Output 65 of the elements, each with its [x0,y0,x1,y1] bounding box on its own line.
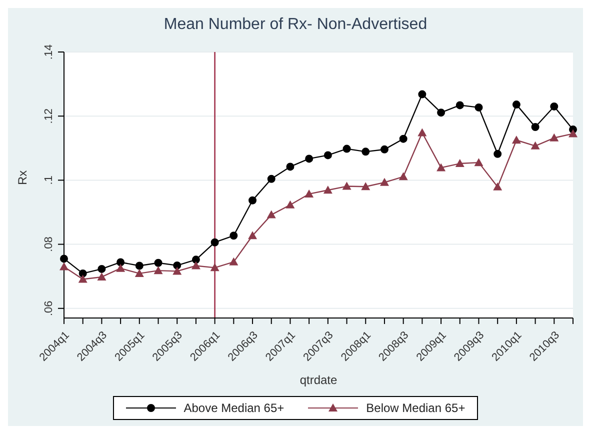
legend-label: Above Median 65+ [182,401,284,415]
point [135,262,144,270]
point [210,263,220,272]
point [192,256,200,264]
point [418,128,427,136]
point [342,144,351,153]
point [530,141,540,150]
point [362,148,370,156]
point [267,174,276,183]
point [97,272,106,280]
point [512,136,521,144]
point [398,172,408,180]
point [286,162,294,171]
point [380,178,389,186]
point [191,261,200,270]
point [399,134,408,143]
point [210,238,219,246]
point [418,90,426,98]
point [512,100,520,109]
y-tick-label: .1 [43,176,55,185]
point [305,154,314,163]
x-axis-title: qtrdate [300,373,338,387]
point [342,182,352,190]
point [323,186,332,194]
point [248,196,257,204]
point [134,268,144,277]
y-tick-label: .06 [43,300,55,316]
point [98,264,106,273]
point [173,261,182,270]
point [60,262,68,270]
point [474,103,483,112]
point [568,129,578,138]
point [60,254,68,263]
point [78,269,87,278]
point [230,232,238,240]
point [437,108,446,117]
point [116,264,126,272]
y-tick-label: .14 [43,44,55,60]
point [154,266,163,274]
point [455,159,464,168]
point [493,182,502,190]
point [266,210,276,218]
point [229,257,238,266]
point [116,258,125,266]
point [531,122,540,131]
point [304,189,314,198]
y-axis-title: Rx [15,170,30,185]
y-tick-label: .12 [43,108,55,124]
point [456,101,464,110]
y-tick-label: .08 [43,236,55,252]
point [286,200,295,208]
point [154,258,162,267]
chart-title: Mean Number of Rx- Non-Advertised [162,15,428,35]
point [172,266,182,275]
point [361,182,370,190]
point [494,150,502,158]
point [324,151,332,160]
legend-label: Below Median 65+ [365,401,466,415]
point [550,133,559,142]
point [474,158,484,166]
point [550,102,558,110]
point [248,231,258,240]
point [380,145,388,154]
point [436,163,446,172]
point [78,274,88,283]
